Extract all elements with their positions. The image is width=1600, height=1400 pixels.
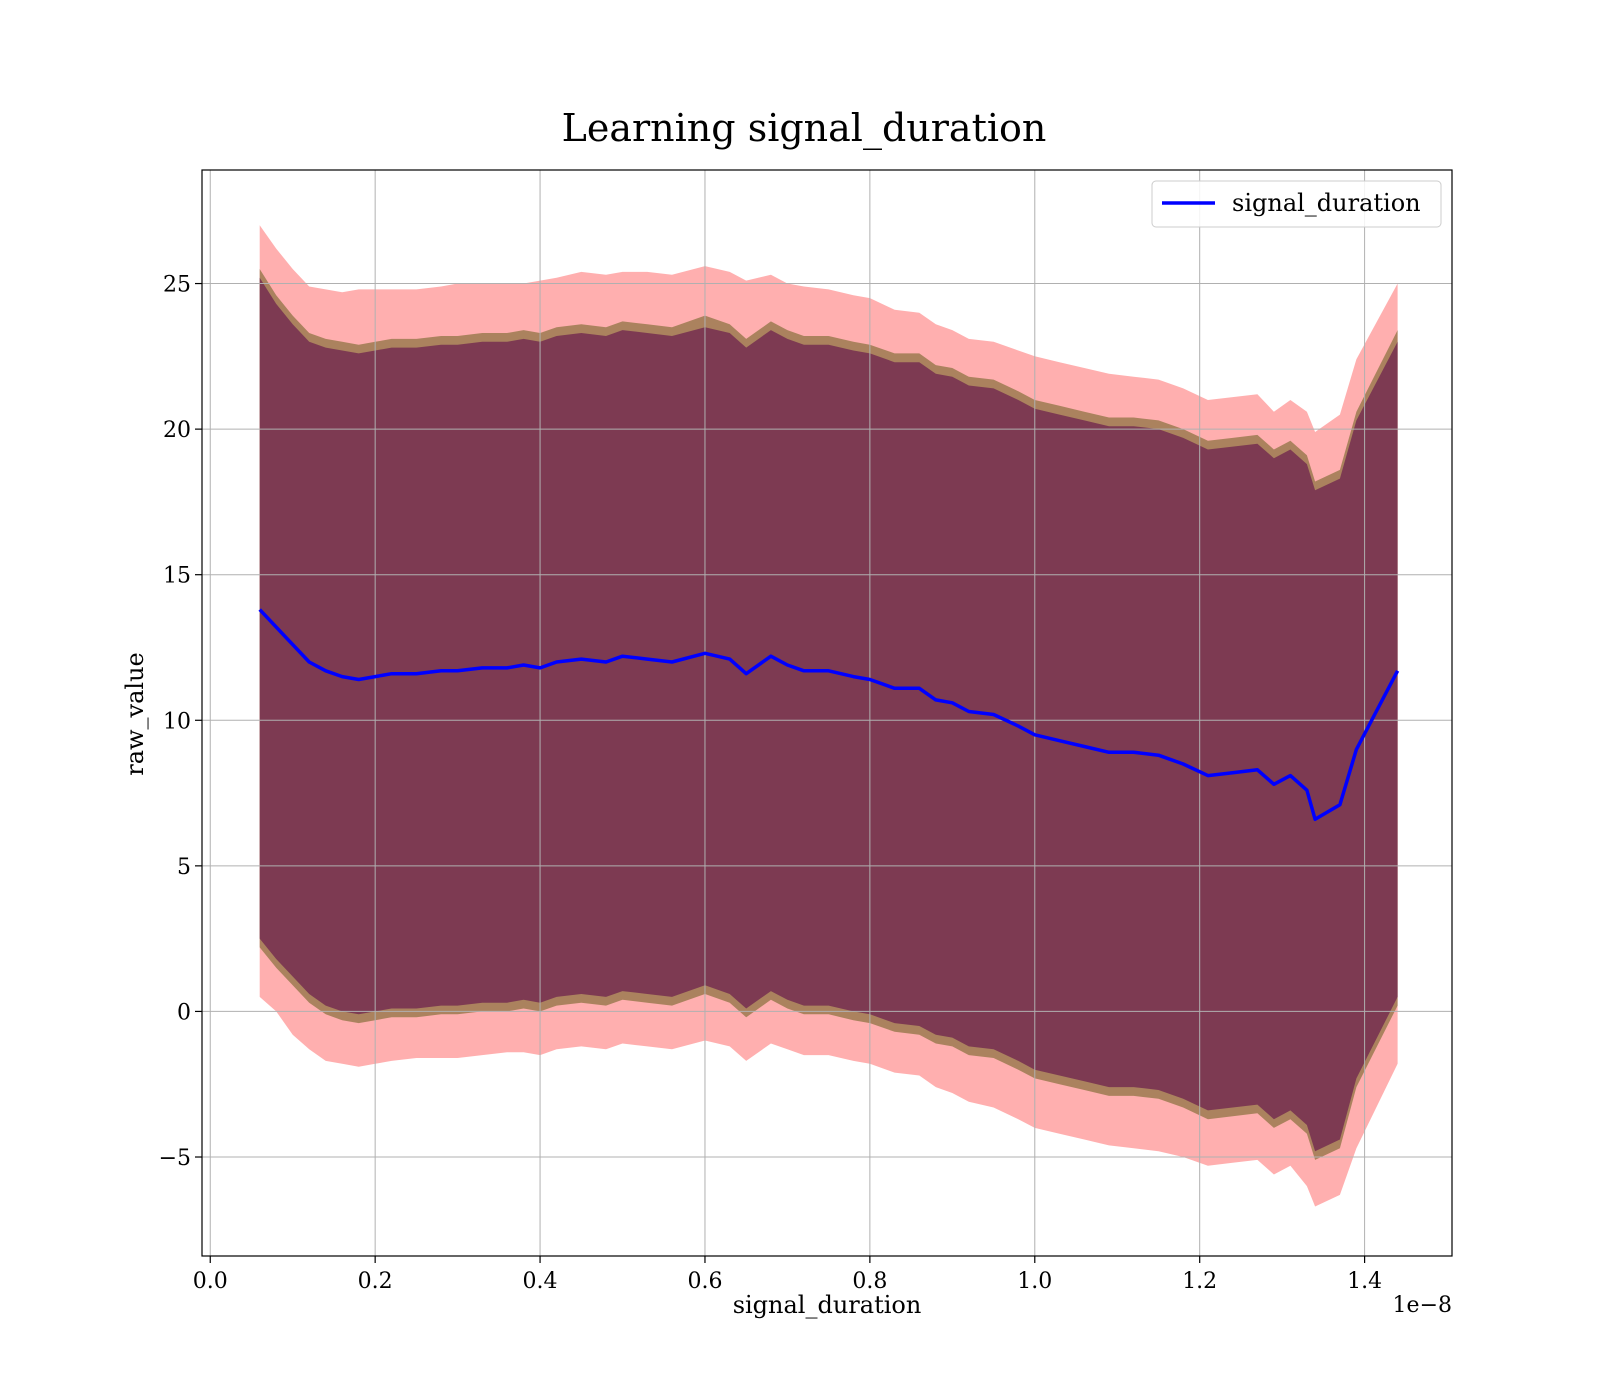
- y-tick-label: −5: [159, 1146, 191, 1171]
- grid-lines: [202, 170, 1452, 1256]
- x-tick-label: 1.0: [1017, 1269, 1052, 1294]
- x-axis-ticks: 0.0 0.2 0.4 0.6 0.8 1.0 1.2 1.4: [193, 1256, 1382, 1294]
- y-tick-label: 0: [177, 1000, 191, 1025]
- x-tick-label: 1.4: [1347, 1269, 1382, 1294]
- series-line: [258, 608, 1400, 822]
- x-tick-label: 0.2: [358, 1269, 393, 1294]
- plot-frame: [201, 169, 1453, 1257]
- band-2: [259, 277, 1398, 1152]
- chart-title: Learning signal_duration: [562, 106, 1047, 151]
- plot-area: [201, 169, 1453, 1257]
- x-tick-label: 1.2: [1182, 1269, 1217, 1294]
- x-tick-label: 0.8: [852, 1269, 887, 1294]
- y-tick-label: 10: [163, 709, 191, 734]
- y-tick-label: 5: [177, 855, 191, 880]
- y-tick-label: 20: [163, 418, 191, 443]
- x-axis-label: signal_duration: [733, 1291, 922, 1319]
- legend-box: [1151, 180, 1442, 228]
- x-tick-label: 0.6: [687, 1269, 722, 1294]
- y-axis-label: raw_value: [121, 652, 149, 776]
- y-tick-label: 25: [163, 273, 191, 298]
- x-tick-label: 0.4: [523, 1269, 558, 1294]
- x-tick-label: 0.0: [193, 1269, 228, 1294]
- confidence-bands: [259, 225, 1398, 1207]
- x-axis-offset-label: 1e−8: [1393, 1293, 1452, 1318]
- legend: signal_duration: [1151, 180, 1442, 228]
- data-series: [258, 608, 1400, 822]
- legend-label: signal_duration: [1232, 189, 1421, 217]
- y-tick-label: 15: [163, 564, 191, 589]
- y-axis-ticks: −5 0 5 10 15 20 25: [159, 273, 202, 1171]
